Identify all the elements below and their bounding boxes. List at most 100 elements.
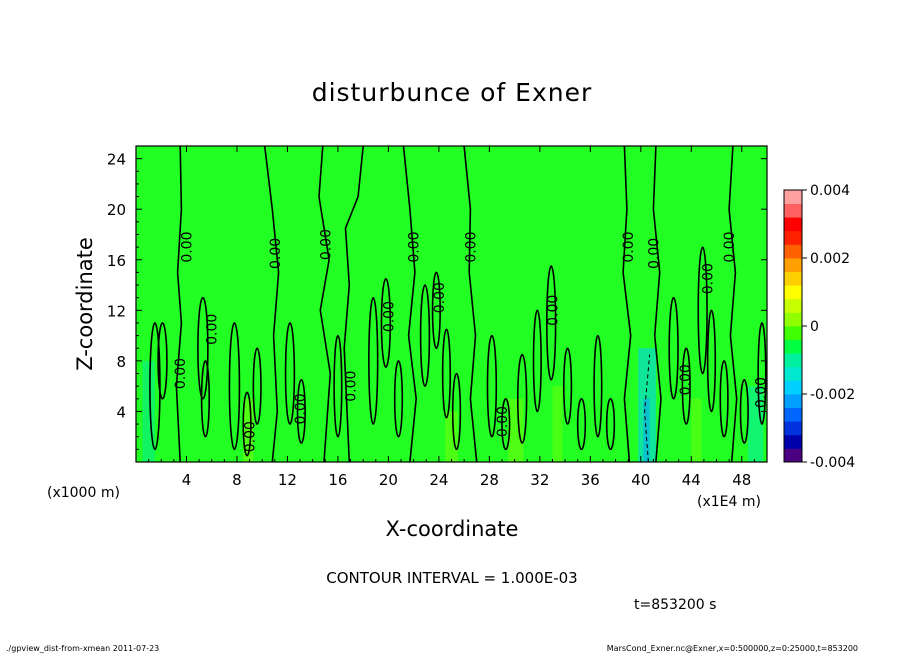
contour-label: 0.00 [293, 393, 309, 424]
contour-label: 0.00 [754, 377, 770, 408]
x-unit-right: (x1E4 m) [697, 494, 761, 510]
colorbar-swatch [784, 285, 802, 300]
x-tick-label: 28 [480, 471, 499, 489]
contour-label: 0.00 [173, 358, 189, 389]
contour-loop [419, 284, 431, 387]
contour-label: 0.00 [722, 232, 738, 263]
x-tick-label: 32 [530, 471, 549, 489]
contour-label: 0.00 [318, 229, 334, 260]
y-tick-label: 4 [116, 403, 126, 421]
contour-line [728, 145, 738, 463]
contour-loop [719, 360, 729, 438]
colorbar-swatch [784, 230, 802, 245]
contour-loop [757, 322, 767, 425]
colorbar-swatch [784, 434, 802, 449]
contour-loop [252, 347, 262, 425]
contour-loop [441, 328, 452, 419]
contour-loop [605, 397, 616, 451]
chart-title: disturbunce of Exner [312, 78, 593, 107]
colorbar-label: -0.004 [810, 455, 855, 471]
contour-label: 0.00 [646, 238, 662, 269]
contour-label: 0.00 [344, 371, 360, 402]
contour-loop [501, 397, 511, 451]
colorbar-swatch [784, 394, 802, 408]
contour-loop [545, 265, 557, 381]
contour-label: 0.00 [495, 406, 511, 437]
x-tick-label: 40 [631, 471, 650, 489]
contour-loop [739, 379, 749, 444]
x-unit-left: (x1000 m) [47, 485, 120, 501]
time-label: t=853200 s [634, 597, 716, 613]
y-axis: 4 8 12 16 20 24 [107, 151, 767, 450]
field-tint [508, 398, 524, 462]
contour-loop [451, 372, 462, 451]
contour-lines [149, 145, 767, 463]
contour-label: 0.00 [678, 364, 694, 395]
y-tick-label: 16 [107, 252, 126, 270]
contour-loop [200, 360, 211, 438]
contour-loop [380, 277, 392, 368]
contour-loop [197, 296, 209, 400]
contour-label: 0.00 [180, 232, 196, 263]
colorbar-swatch [784, 380, 802, 395]
contour-loop [563, 347, 573, 425]
x-tick-label: 20 [379, 471, 398, 489]
colorbar-swatch [784, 407, 802, 422]
contour-labels: 0.00 0.00 0.00 0.00 0.00 0.00 0.00 0.00 0.00 0.00… [173, 229, 770, 452]
field-tint [445, 411, 458, 462]
contour-line [175, 145, 183, 463]
contour-loop [393, 360, 404, 438]
contour-loop [668, 296, 679, 400]
contour-label: 0.00 [381, 301, 397, 332]
contour-label: 0.00 [621, 232, 637, 263]
contour-label: 0.00 [407, 232, 423, 263]
contour-line [263, 145, 280, 463]
contour-loop [157, 322, 168, 400]
field-background [136, 146, 767, 462]
contour-loop [593, 334, 603, 438]
colorbar-label: 0 [810, 319, 819, 335]
colorbar-swatch [784, 190, 802, 204]
y-tick-label: 24 [107, 151, 126, 169]
field-tint [243, 398, 254, 462]
contour-loop [516, 353, 528, 444]
contour-loop [706, 309, 717, 413]
contour-label: 0.00 [463, 232, 479, 263]
contour-negative [644, 354, 651, 463]
contour-loop [333, 334, 343, 438]
y-axis-label: Z-coordinate [73, 237, 97, 371]
colorbar-swatch [784, 326, 802, 340]
colorbar-label: 0.002 [810, 251, 850, 267]
contour-line [652, 145, 662, 463]
x-tick-label: 8 [232, 471, 242, 489]
field-tint [691, 398, 702, 462]
contour-line [463, 145, 478, 463]
x-tick-label: 36 [581, 471, 600, 489]
x-tick-label: 16 [328, 471, 347, 489]
contour-loop [681, 347, 691, 425]
colorbar-swatch [784, 244, 802, 259]
y-tick-label: 8 [116, 353, 126, 371]
colorbar-swatch [784, 312, 802, 327]
contour-loop [242, 391, 252, 457]
colorbar-label: 0.004 [810, 183, 850, 199]
colorbar-swatch [784, 298, 802, 313]
colorbar-swatch [784, 353, 802, 368]
colorbar-swatch [784, 339, 802, 354]
contour-loop [228, 322, 241, 451]
contour-line [343, 145, 364, 463]
colorbar-swatch [784, 271, 802, 286]
colorbar: 0.004 0.002 0 -0.002 -0.004 [783, 183, 855, 471]
contour-line [318, 145, 332, 463]
x-axis: 4 8 12 16 20 24 28 32 36 40 44 48 [148, 146, 755, 489]
contour-line [402, 145, 418, 463]
footer-right: MarsCond_Exner.nc@Exner,x=0:500000,z=0:2… [607, 644, 858, 653]
colorbar-swatch [784, 421, 802, 436]
x-axis-label: X-coordinate [386, 517, 519, 541]
colorbar-swatch [784, 366, 802, 381]
field-tint [552, 386, 563, 462]
contour-loop [431, 271, 441, 350]
contour-label: 0.00 [701, 263, 717, 294]
colorbar-label: -0.002 [810, 387, 855, 403]
